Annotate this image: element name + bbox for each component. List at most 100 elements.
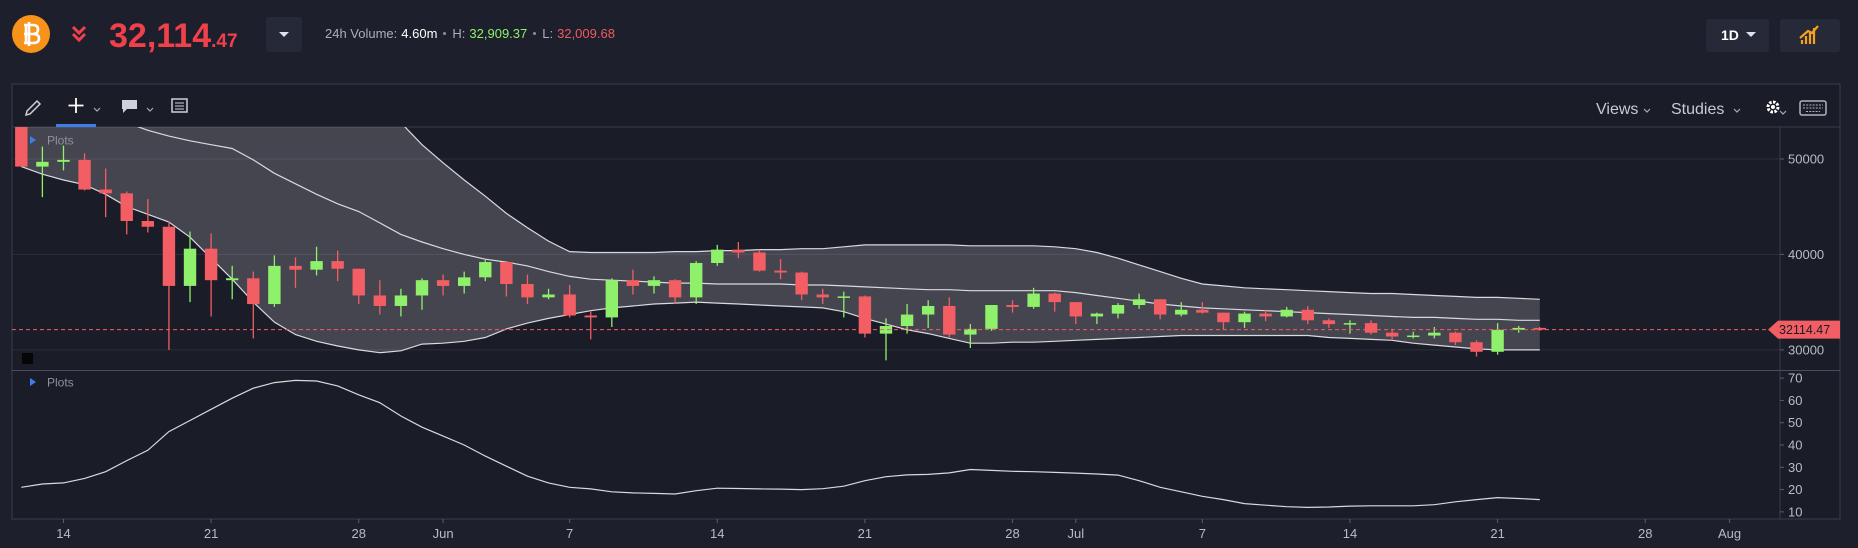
candle-body (289, 265, 302, 270)
chart-frame (11, 83, 1841, 520)
plots-toggle[interactable] (30, 378, 36, 386)
crosshair-tool[interactable] (68, 98, 84, 113)
candle-body (964, 328, 977, 335)
candle-body (1343, 323, 1357, 325)
candle-body (542, 294, 555, 298)
x-tick-label: 14 (1343, 526, 1357, 541)
x-tick-label: Aug (1718, 526, 1741, 541)
candle-body (816, 294, 829, 298)
low-label: L: (542, 26, 554, 41)
high-label: H: (452, 26, 466, 41)
candle-body (858, 296, 872, 334)
candle-body (626, 280, 640, 286)
chevron[interactable] (146, 107, 154, 112)
candle-body (795, 272, 808, 295)
last-price-tag (1768, 320, 1840, 339)
x-tick-label: 28 (1005, 526, 1019, 541)
candle-body (1512, 327, 1525, 330)
x-tick-label: 21 (858, 526, 872, 541)
candle-body (1027, 293, 1040, 307)
indicator-panel (21, 379, 1540, 509)
down-indicator (71, 25, 87, 43)
candle-body (15, 127, 28, 167)
low: 32,009.68 (557, 26, 615, 41)
y-tick-label: 20 (1788, 482, 1802, 497)
candle-body (1449, 332, 1462, 343)
candle-body (605, 280, 619, 318)
dropdown-arrow (279, 32, 289, 37)
candle-body (1533, 327, 1546, 330)
candle-body (753, 252, 766, 271)
candle-body (1217, 312, 1230, 323)
price-panel (12, 127, 1780, 361)
candle-body (1385, 332, 1399, 337)
interval: 1D (1721, 27, 1739, 43)
y-tick-label: 50 (1788, 415, 1802, 430)
volume: 4.60m (401, 26, 438, 41)
candle-body (1259, 313, 1272, 317)
interval-arrow (1746, 32, 1756, 37)
x-tick-label: 7 (566, 526, 573, 541)
candle-body (1196, 309, 1209, 313)
candle-body (774, 270, 787, 273)
candle-body (1111, 305, 1125, 314)
candle-body (943, 305, 956, 335)
last-price-label: 32114.47 (1779, 323, 1830, 337)
candle-body (36, 161, 49, 167)
candle-body (162, 226, 176, 286)
candle-body (78, 159, 91, 190)
candle-body (457, 277, 471, 286)
y-tick-label: 70 (1788, 371, 1802, 386)
candle-body (1069, 302, 1082, 317)
candle-body (1301, 309, 1314, 321)
candle-body (141, 221, 155, 227)
chevron[interactable] (93, 107, 101, 112)
candle-body (500, 262, 513, 285)
candle-body (394, 295, 408, 306)
x-tick-label: 21 (1490, 526, 1504, 541)
candle-body (900, 314, 914, 327)
candle-body (1322, 320, 1336, 325)
candle-body (1428, 332, 1441, 336)
list-tool[interactable] (171, 98, 188, 113)
y-tick-label: 30 (1788, 460, 1802, 475)
x-tick-label: 14 (710, 526, 724, 541)
keyboard-button[interactable] (1799, 100, 1827, 116)
candle-body (331, 261, 344, 269)
candle-body (563, 294, 576, 316)
draw-tool[interactable] (24, 99, 42, 117)
candle-body (268, 265, 281, 305)
candle-body (57, 159, 70, 162)
y-tick-label: 10 (1788, 504, 1802, 519)
settings-core (1771, 105, 1775, 109)
price-int: 32,114 (109, 17, 211, 55)
candle-body (521, 284, 534, 298)
interval-button[interactable] (1706, 19, 1769, 52)
candle-body (1470, 342, 1483, 352)
annotation-tool[interactable] (122, 100, 137, 113)
volume-label: 24h Volume: (325, 26, 398, 41)
y-tick-label: 60 (1788, 393, 1802, 408)
y-tick-label: 40000 (1788, 247, 1824, 262)
plots-label[interactable]: Plots (47, 376, 74, 390)
studies-menu[interactable]: Studies (1671, 101, 1724, 118)
x-tick-label: 14 (56, 526, 70, 541)
candle-body (352, 268, 365, 296)
band-lower (21, 166, 1540, 354)
candle-body (310, 261, 323, 270)
plots-toggle[interactable] (30, 136, 36, 144)
candle-body (711, 249, 724, 264)
y-tick-label: 30000 (1788, 342, 1824, 357)
price: 32,114.47 (109, 17, 238, 55)
x-tick-label: 21 (204, 526, 218, 541)
settings-button[interactable] (1766, 100, 1780, 114)
views-menu[interactable]: Views (1596, 101, 1638, 118)
candle-body (247, 278, 260, 305)
plots-label[interactable]: Plots (47, 134, 74, 148)
coin-glyph (24, 22, 41, 46)
x-tick-label: 7 (1199, 526, 1206, 541)
candle-body (415, 280, 429, 296)
candle-body (1132, 299, 1146, 306)
